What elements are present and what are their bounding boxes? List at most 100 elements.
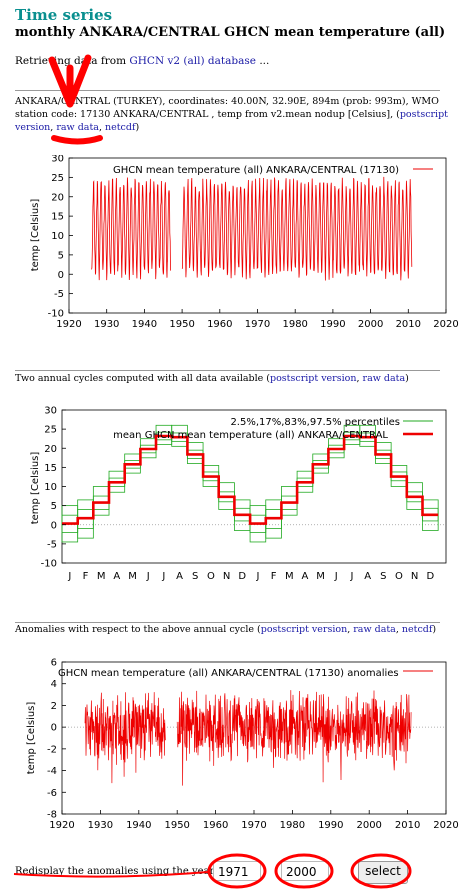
x-tick-label: D <box>238 571 246 582</box>
x-tick-label: J <box>349 571 353 582</box>
x-tick-label: N <box>411 571 418 582</box>
y-tick-label: 20 <box>44 444 57 455</box>
x-tick-label: D <box>426 571 434 582</box>
anom-netcdf-link[interactable]: netcdf <box>401 624 433 635</box>
x-tick-label: 1940 <box>132 319 157 330</box>
y-tick-label: 4 <box>51 679 57 690</box>
x-tick-label: J <box>146 571 150 582</box>
x-tick-label: J <box>255 571 259 582</box>
y-tick-label: 2 <box>51 701 57 712</box>
y-tick-label: 5 <box>51 501 57 512</box>
anomalies-chart: -8 -6 -4 -2 0 2 4 6 1920 1930 1940 1950 1960 1970 198… <box>26 658 459 832</box>
percentile-box <box>375 442 392 464</box>
x-tick-label: O <box>207 571 215 582</box>
y-tick-label: 30 <box>44 406 57 417</box>
x-tick-label: 1930 <box>88 820 113 831</box>
plot-frame <box>68 157 447 314</box>
x-tick-label: 1980 <box>282 319 307 330</box>
anom-postscript-link[interactable]: postscript version <box>260 624 348 635</box>
y-tick-label: -4 <box>47 766 57 777</box>
x-tick-label: 1920 <box>49 820 74 831</box>
percentile-box <box>92 486 110 516</box>
y-tick-label: -8 <box>47 810 57 821</box>
x-tick-label: 1920 <box>56 319 81 330</box>
x-tick-label: F <box>271 571 277 582</box>
y-axis-label: temp [Celsius] <box>30 452 41 525</box>
x-tick-label: 1980 <box>280 820 305 831</box>
x-tick-label: 2000 <box>356 820 381 831</box>
x-tick-label: J <box>161 571 165 582</box>
legend-percentiles-label: 2.5%,17%,83%,97.5% percentiles <box>230 417 400 428</box>
y-tick-label: 0 <box>51 520 57 531</box>
year-to-input[interactable]: 2000 <box>281 861 329 881</box>
y-tick-label: 25 <box>51 173 64 184</box>
netcdf-link[interactable]: netcdf <box>104 122 136 133</box>
x-axis: 1920 1930 1940 1950 1960 1970 1980 1990 2000 2010… <box>49 810 459 831</box>
y-axis: -10 -5 0 5 10 15 20 25 30 <box>41 406 66 570</box>
x-tick-label: A <box>113 571 120 582</box>
y-axis-label: temp [Celsius] <box>30 199 41 272</box>
x-tick-label: S <box>380 571 386 582</box>
y-tick-label: 15 <box>51 212 64 223</box>
anom-raw-data-link[interactable]: raw data <box>353 624 396 635</box>
y-tick-label: 0 <box>51 723 57 734</box>
x-tick-label: A <box>364 571 371 582</box>
y-tick-label: -2 <box>47 744 57 755</box>
x-tick-label: N <box>223 571 230 582</box>
divider <box>15 90 440 91</box>
legend-mean-label: mean GHCN mean temperature (all) ANKARA/… <box>113 430 388 441</box>
page-title: Time series <box>15 6 113 24</box>
postscript-link[interactable]: postscript <box>399 109 448 120</box>
y-tick-label: 0 <box>58 270 64 281</box>
y-tick-label: -6 <box>47 788 57 799</box>
y-tick-label: 25 <box>44 425 57 436</box>
percentile-box <box>186 442 204 464</box>
x-tick-label: 2000 <box>358 319 383 330</box>
page-subtitle: monthly ANKARA/CENTRAL GHCN mean tempera… <box>15 25 446 40</box>
postscript-version-link[interactable]: version <box>15 122 51 133</box>
temperature-series <box>91 176 413 281</box>
y-tick-label: 20 <box>51 192 64 203</box>
y-tick-label: 6 <box>51 658 57 669</box>
cycles-caption: Two annual cycles computed with all data… <box>15 373 409 384</box>
cycles-postscript-link[interactable]: postscript version <box>270 373 357 384</box>
anomaly-series <box>84 690 412 786</box>
percentile-box <box>281 486 298 516</box>
x-tick-label: 1970 <box>241 820 266 831</box>
x-tick-label: M <box>128 571 137 582</box>
y-axis: -8 -6 -4 -2 0 2 4 6 <box>47 658 66 821</box>
database-link[interactable]: GHCN v2 (all) database <box>129 55 256 67</box>
year-from-input[interactable]: 1971 <box>213 861 261 881</box>
x-tick-label: F <box>83 571 89 582</box>
x-tick-label: 1970 <box>245 319 270 330</box>
x-tick-label: 2010 <box>396 319 421 330</box>
y-tick-label: 10 <box>51 231 64 242</box>
y-tick-label: -5 <box>54 289 64 300</box>
y-tick-label: 5 <box>58 250 64 261</box>
x-axis: 1920 1930 1940 1950 1960 1970 1980 1990 2000 2010… <box>56 309 459 330</box>
x-tick-label: 1950 <box>169 319 194 330</box>
x-tick-label: J <box>334 571 338 582</box>
x-tick-label: 2020 <box>433 319 458 330</box>
x-tick-label: S <box>192 571 198 582</box>
y-tick-label: 15 <box>44 463 57 474</box>
y-tick-label: 10 <box>44 482 57 493</box>
x-tick-label: 1940 <box>126 820 151 831</box>
mean-series <box>62 434 439 525</box>
retrieving-line: Retrieving data from GHCN v2 (all) datab… <box>15 55 270 67</box>
cycles-raw-data-link[interactable]: raw data <box>362 373 406 384</box>
legend-label: GHCN mean temperature (all) ANKARA/CENTR… <box>113 165 399 176</box>
x-tick-label: A <box>302 571 309 582</box>
raw-data-link[interactable]: raw data <box>56 122 99 133</box>
y-tick-label: -10 <box>48 309 64 320</box>
select-button[interactable]: select <box>358 861 408 884</box>
x-tick-label: O <box>395 571 403 582</box>
x-tick-label: M <box>285 571 294 582</box>
divider <box>15 370 440 371</box>
divider <box>15 622 440 623</box>
y-axis: -10 -5 0 5 10 15 20 25 30 <box>48 155 73 320</box>
underline-annotation <box>51 135 103 145</box>
